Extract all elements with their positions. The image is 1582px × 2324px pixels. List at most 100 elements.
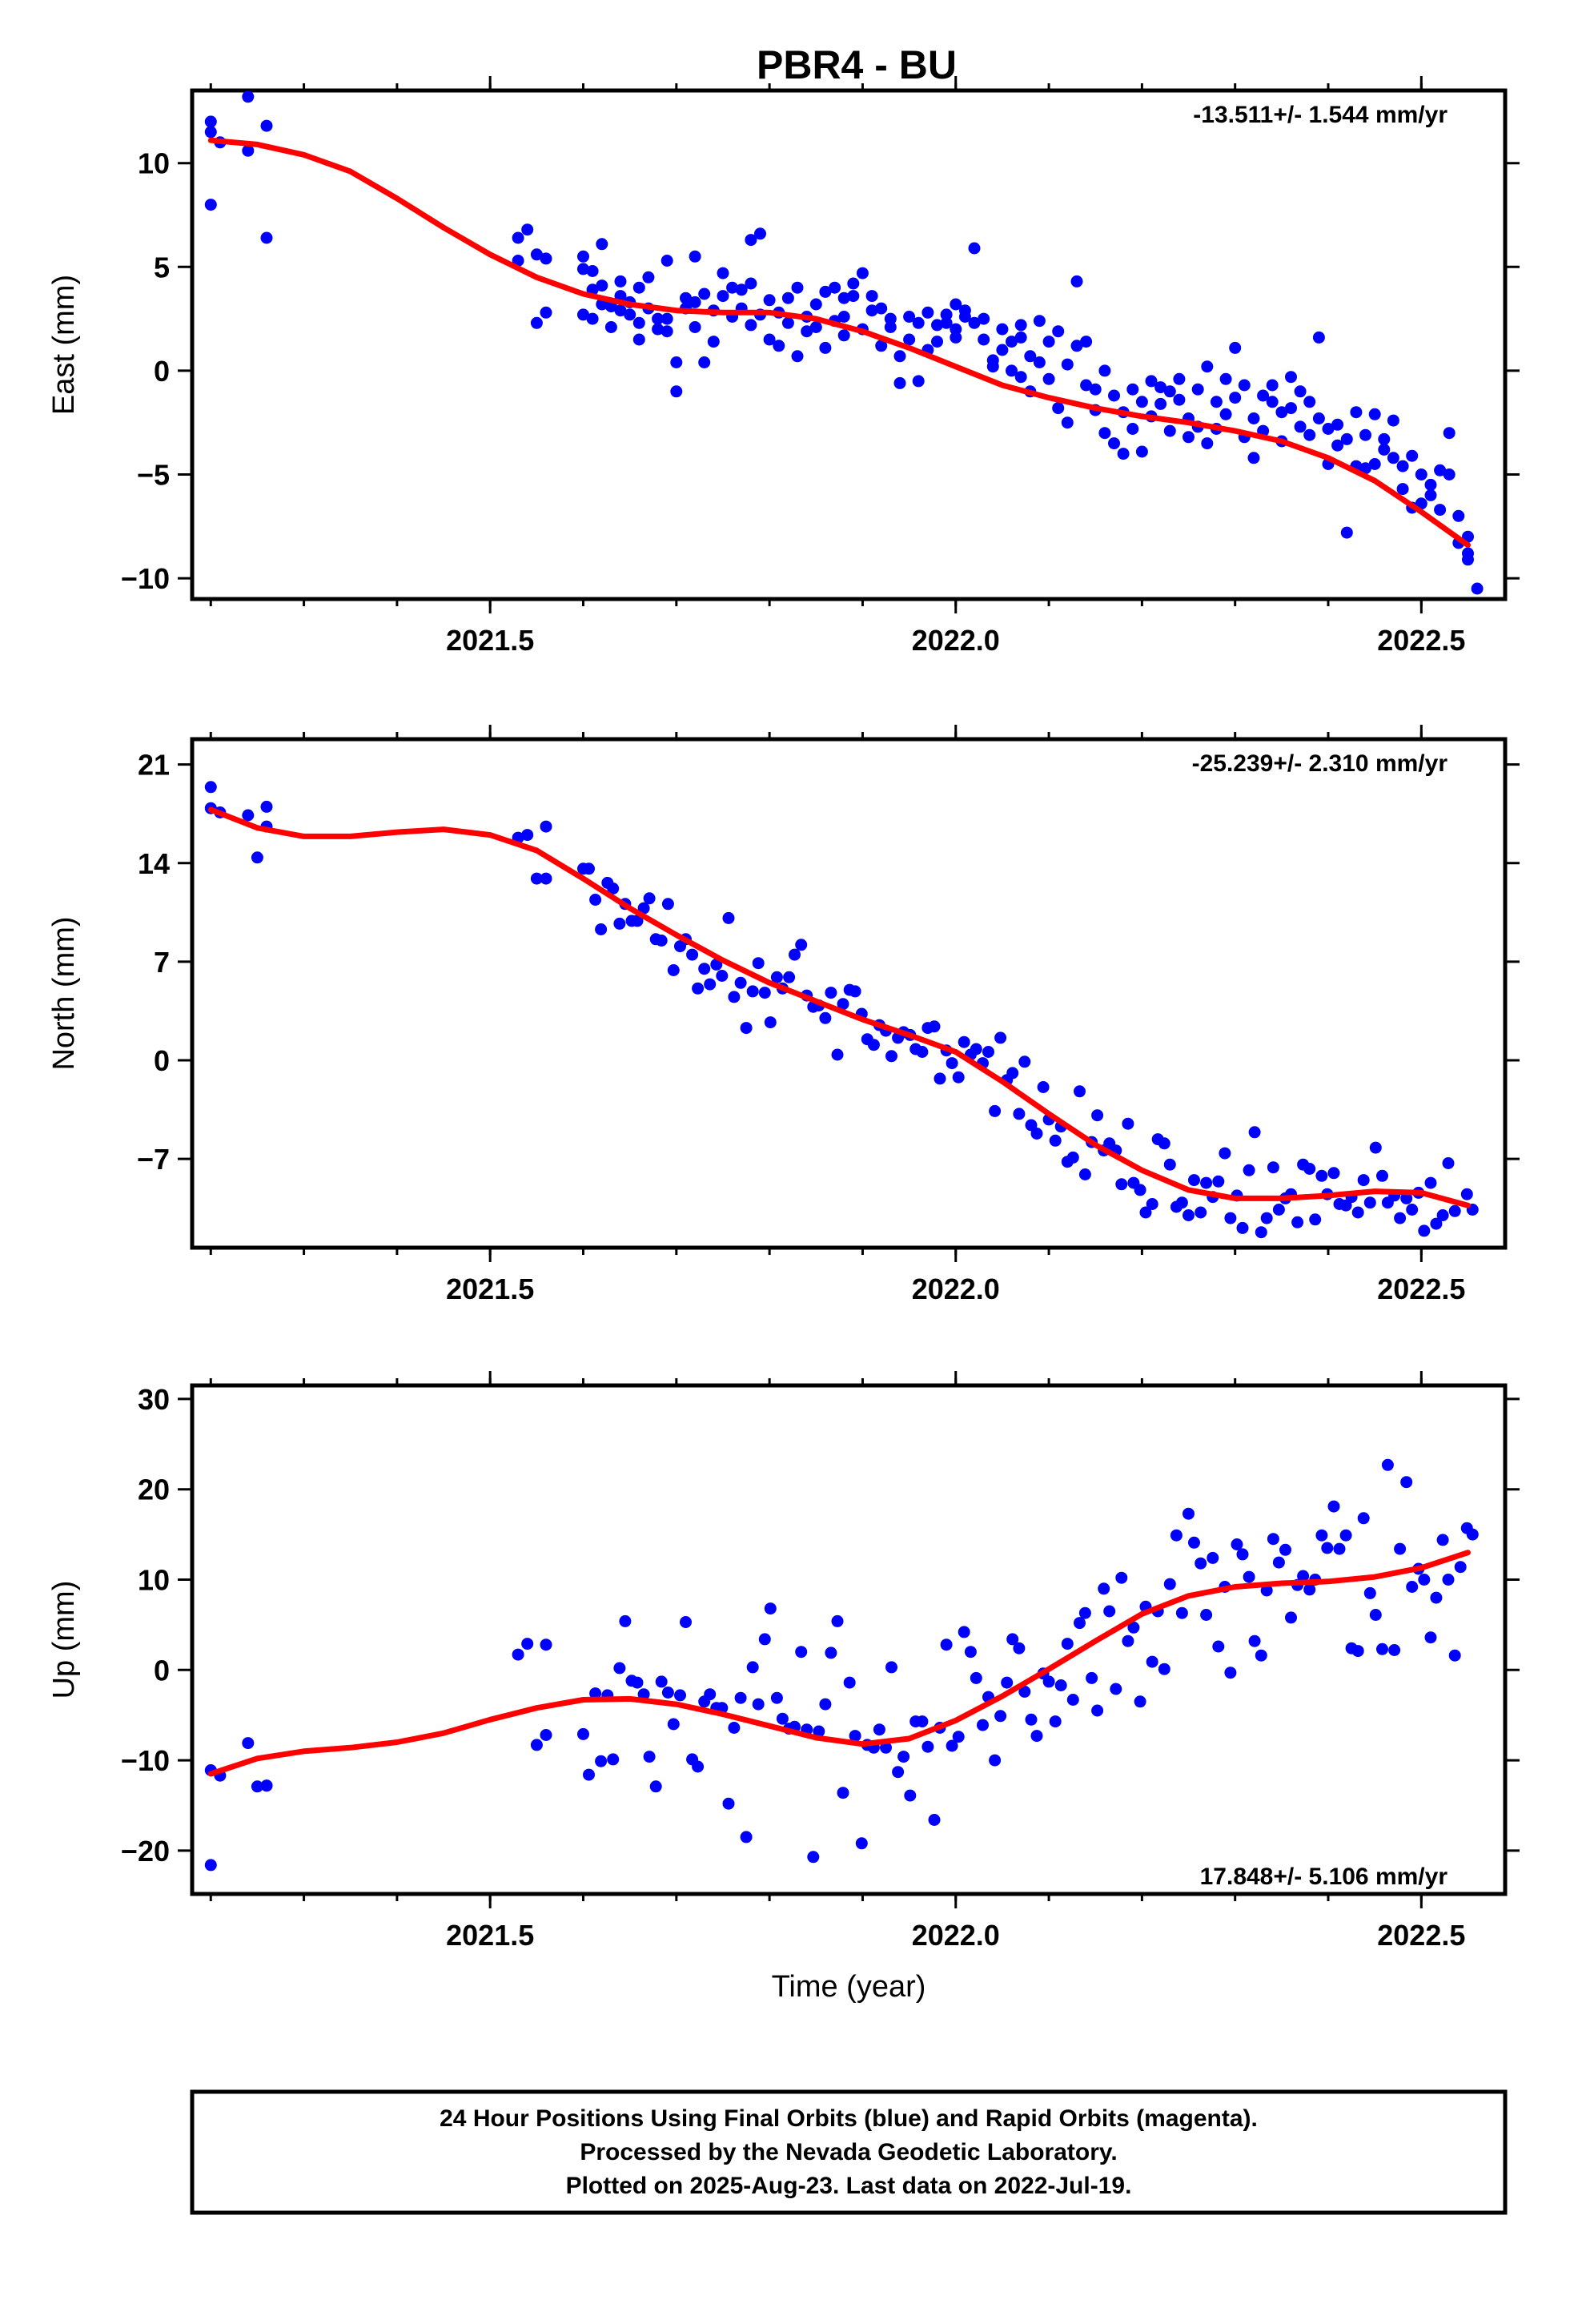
north-data-point (251, 851, 263, 864)
east-data-point (1303, 396, 1316, 408)
up-data-point (1049, 1715, 1062, 1728)
north-data-point (1122, 1117, 1134, 1130)
north-data-point (1115, 1178, 1128, 1191)
north-data-point (1195, 1206, 1207, 1219)
up-data-point (1327, 1500, 1340, 1513)
east-data-point (837, 329, 850, 342)
north-data-point (1243, 1164, 1255, 1176)
east-data-point (1033, 315, 1046, 328)
up-data-point (1394, 1542, 1407, 1555)
east-data-point (1163, 424, 1176, 437)
up-x-tick-label: 2021.5 (446, 1919, 534, 1952)
up-data-point (977, 1719, 989, 1731)
up-data-point (1134, 1695, 1146, 1708)
east-data-point (632, 281, 645, 294)
north-data-point (716, 970, 729, 982)
up-data-point (1103, 1605, 1116, 1618)
north-panel: 2021.5 2022.0 2022.5 −7 0 7 14 21 North (mm) -25.… (47, 725, 1520, 1305)
east-data-point (847, 290, 860, 303)
north-data-point (1436, 1209, 1449, 1221)
up-data-point (1207, 1551, 1219, 1564)
up-data-point (583, 1768, 595, 1781)
east-data-point (893, 350, 906, 363)
up-data-point (970, 1671, 982, 1684)
east-data-point (577, 308, 589, 321)
north-data-point (1267, 1161, 1279, 1174)
north-data-point (530, 872, 543, 885)
north-data-point (819, 1011, 832, 1024)
up-data-point (1200, 1609, 1213, 1621)
up-data-point (1272, 1556, 1285, 1569)
north-data-point (825, 987, 837, 999)
north-data-point (928, 1020, 941, 1033)
north-x-tick-label: 2022.5 (1377, 1273, 1465, 1305)
up-data-point (619, 1614, 632, 1627)
east-data-point (1154, 397, 1167, 410)
up-data-point (892, 1766, 905, 1779)
east-data-point (856, 267, 869, 279)
up-data-point (1376, 1642, 1388, 1655)
east-data-point (986, 360, 999, 373)
up-data-point (1406, 1581, 1419, 1593)
north-data-point (595, 923, 608, 935)
east-data-point (1387, 452, 1399, 464)
up-data-point (940, 1638, 953, 1651)
north-data-point (1013, 1108, 1026, 1120)
up-data-point (1018, 1685, 1031, 1698)
up-data-point (540, 1638, 552, 1651)
north-data-point (952, 1071, 965, 1084)
east-data-point (1070, 275, 1083, 287)
east-data-point (958, 311, 971, 323)
up-data-point (1042, 1675, 1055, 1688)
up-data-point (1078, 1606, 1091, 1619)
up-data-point (916, 1715, 929, 1728)
north-data-point (1400, 1192, 1413, 1204)
east-data-point (661, 312, 673, 325)
east-data-point (875, 340, 888, 352)
north-data-point (849, 985, 861, 998)
east-data-point (1191, 383, 1204, 396)
up-data-point (722, 1797, 735, 1810)
up-data-point (1066, 1694, 1079, 1706)
north-data-point (1188, 1174, 1200, 1187)
north-data-point (1272, 1204, 1285, 1216)
up-data-point (831, 1614, 844, 1627)
north-data-point (260, 800, 273, 813)
north-data-point (1018, 1055, 1031, 1068)
east-data-point (1006, 364, 1018, 377)
north-data-point (1175, 1196, 1188, 1209)
east-data-point (1285, 402, 1297, 415)
north-data-point (1066, 1151, 1079, 1164)
north-data-point (728, 991, 741, 1003)
north-data-point (970, 1043, 982, 1055)
north-data-point (764, 1016, 777, 1029)
east-data-point (614, 304, 627, 317)
east-data-point (689, 296, 701, 308)
up-x-tick-label: 2022.0 (912, 1919, 1000, 1952)
north-y-tick-label: 0 (154, 1044, 170, 1077)
up-data-point (1115, 1571, 1128, 1584)
up-data-point (1054, 1679, 1067, 1691)
up-data-point (204, 1859, 217, 1872)
up-data-point (1357, 1512, 1370, 1525)
up-fit-line (207, 1550, 1471, 1777)
up-data-point (813, 1725, 825, 1738)
east-data-point (1340, 526, 1353, 539)
north-data-point (589, 894, 602, 906)
north-data-point (1455, 1250, 1467, 1262)
up-data-point (843, 1676, 856, 1689)
up-data-point (1466, 1528, 1479, 1541)
north-data-point (885, 1050, 897, 1063)
up-data-point (1448, 1649, 1461, 1662)
up-data-point (825, 1647, 837, 1659)
east-y-tick-label: −5 (137, 458, 170, 491)
up-plot-frame (190, 1383, 1508, 1896)
east-data-point (670, 385, 683, 398)
east-data-point (1126, 423, 1139, 435)
up-data-point (1333, 1542, 1346, 1555)
north-data-point (521, 829, 534, 842)
east-data-point (1014, 331, 1027, 344)
east-data-point (1266, 379, 1279, 392)
up-data-point (770, 1691, 783, 1704)
east-data-point (1173, 393, 1186, 406)
